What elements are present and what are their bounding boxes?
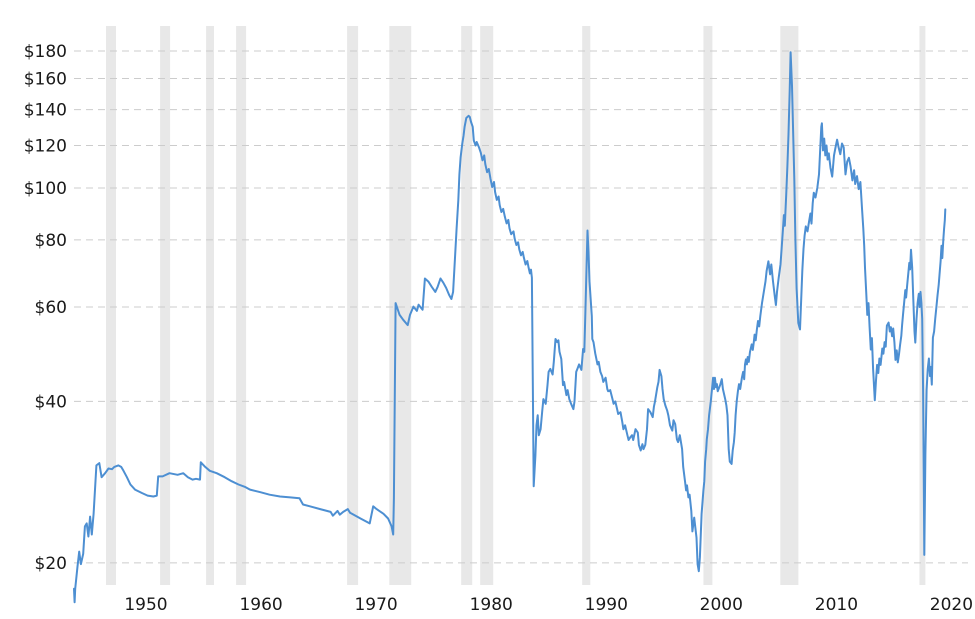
recession-band — [480, 26, 494, 585]
x-axis-label: 1950 — [124, 595, 167, 615]
recession-band — [461, 26, 473, 585]
y-axis-label: $160 — [24, 70, 67, 90]
x-axis-label: 1980 — [470, 595, 513, 615]
price-line — [73, 51, 947, 604]
y-axis-label: $60 — [35, 298, 67, 318]
y-axis-label: $80 — [35, 231, 67, 251]
x-axis-label: 1970 — [354, 595, 397, 615]
x-axis-label: 1960 — [239, 595, 282, 615]
x-axis-label: 2020 — [930, 595, 973, 615]
y-axis-label: $180 — [24, 42, 67, 62]
y-axis-label: $40 — [35, 392, 67, 412]
y-axis-label: $20 — [35, 554, 67, 574]
y-axis-label: $120 — [24, 137, 67, 157]
recession-band — [160, 26, 171, 585]
recession-band — [206, 26, 214, 585]
y-axis-label: $140 — [24, 101, 67, 121]
x-axis-label: 1990 — [585, 595, 628, 615]
x-axis-label: 2000 — [700, 595, 743, 615]
recession-band — [236, 26, 247, 585]
recession-band — [106, 26, 116, 585]
recession-band — [347, 26, 359, 585]
x-axis-label: 2010 — [815, 595, 858, 615]
y-axis-label: $100 — [24, 179, 67, 199]
recession-band — [703, 26, 713, 585]
